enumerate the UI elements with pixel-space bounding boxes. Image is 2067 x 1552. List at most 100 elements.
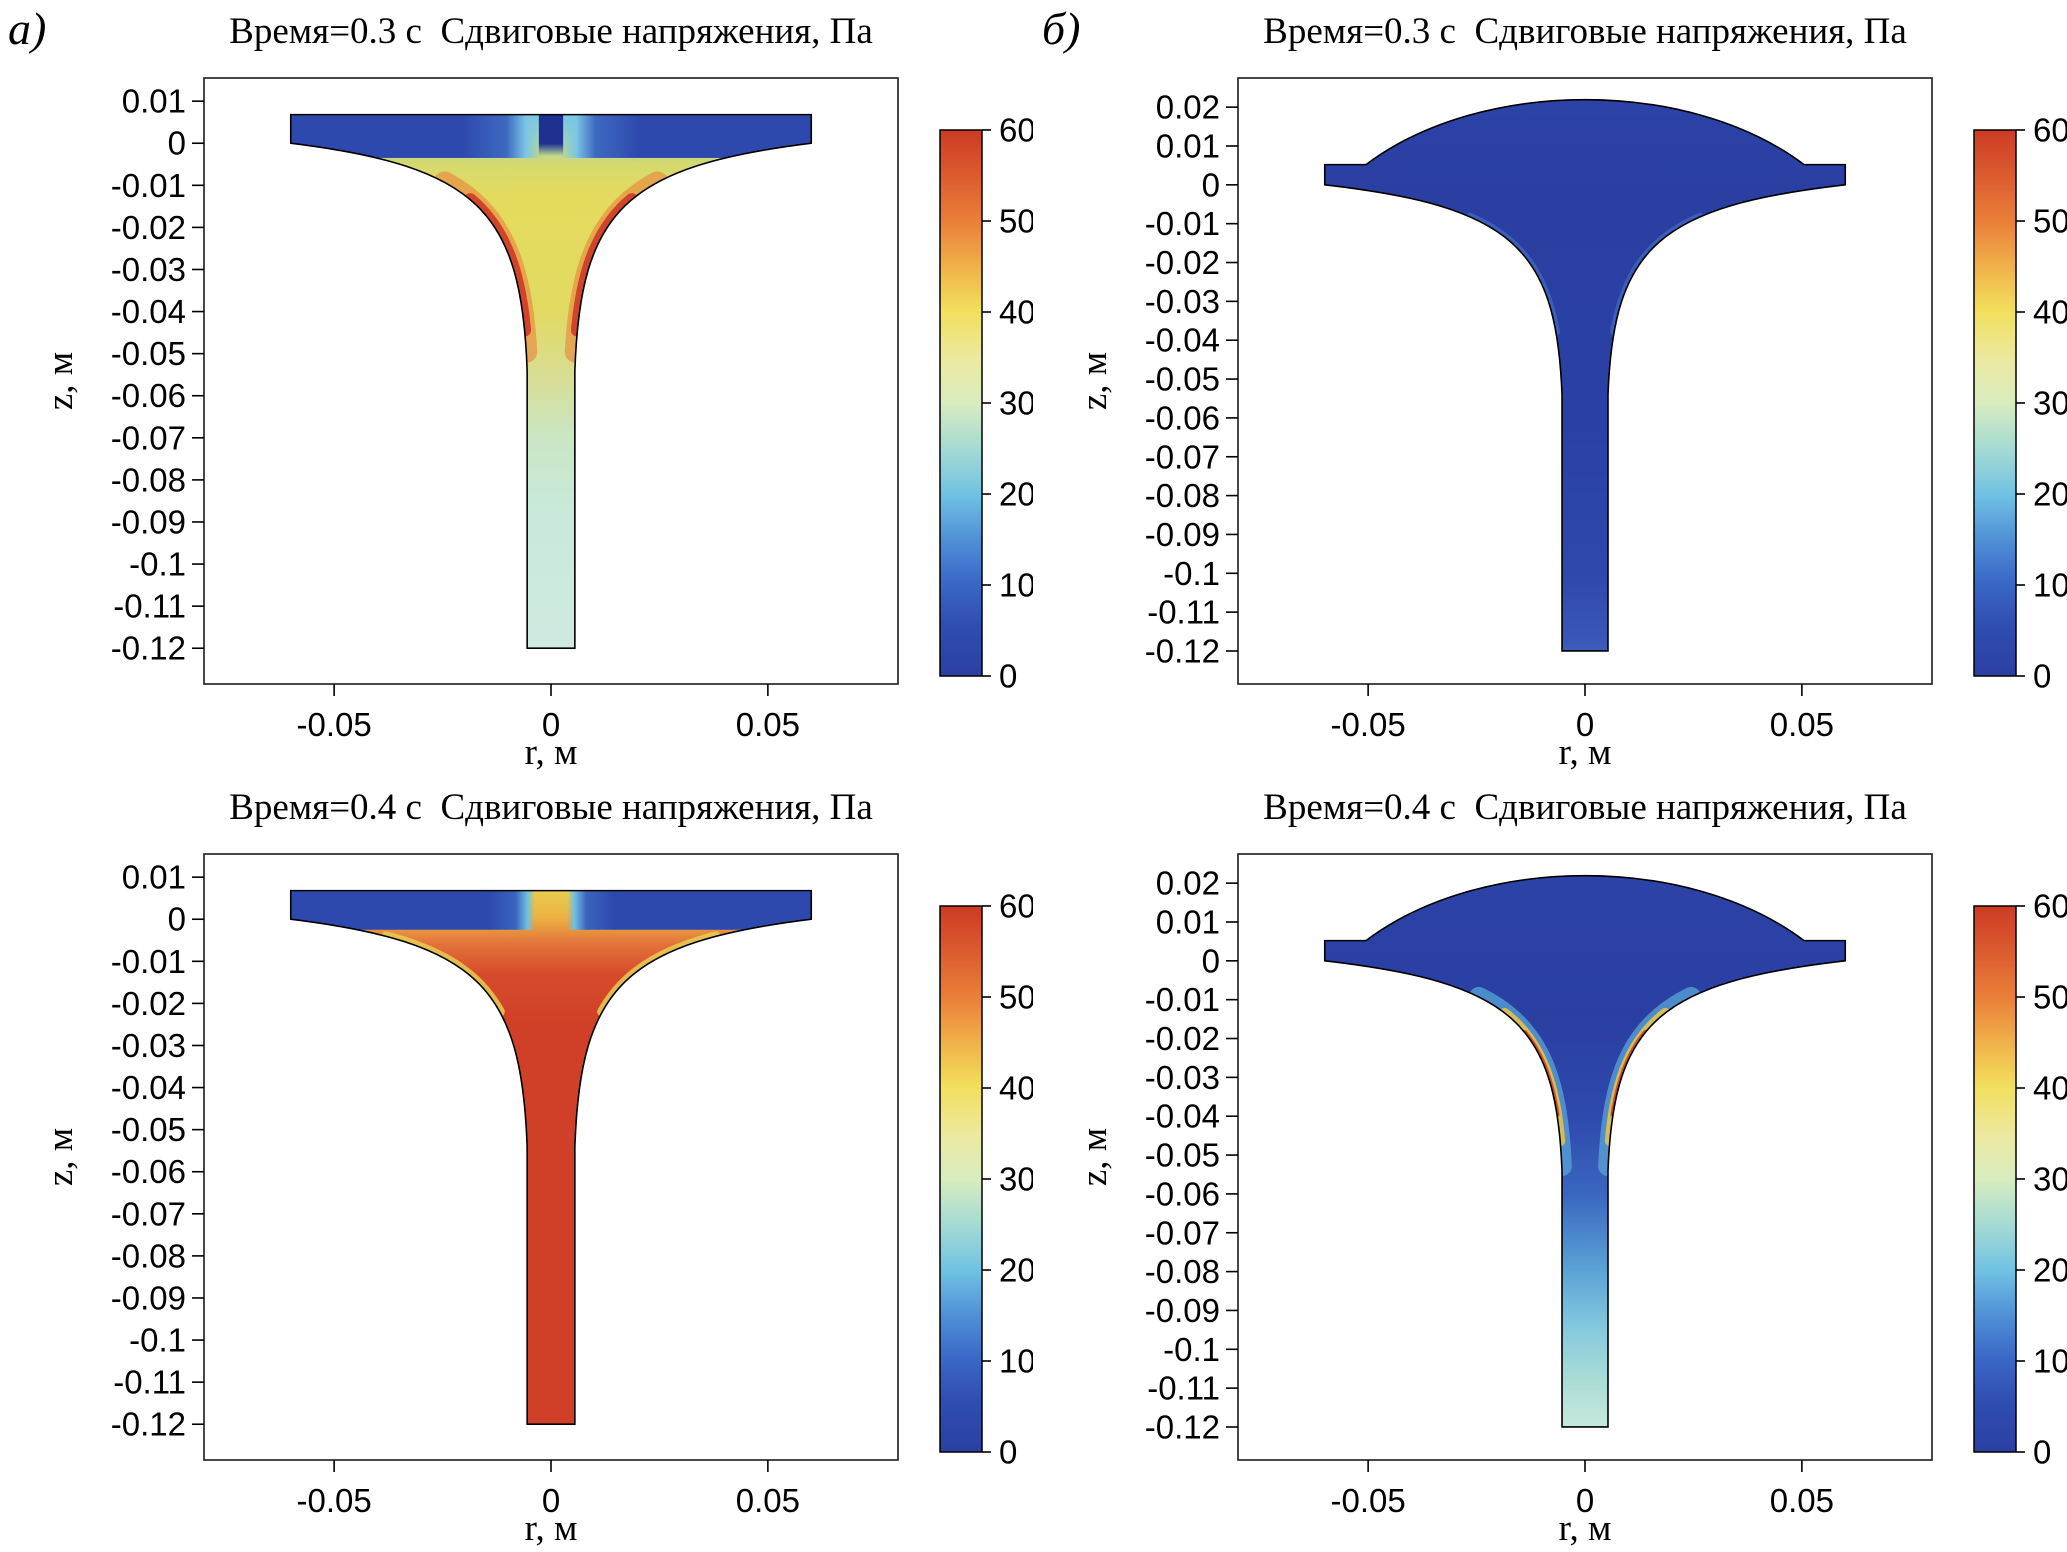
plot-a-t04: 0.01 0 -0.01 -0.02 -0.03 -0.04 -0.05 -0.06 -0.07… (40, 853, 1033, 1549)
x-tick-label: -0.05 (1331, 1482, 1406, 1519)
stress-field (1324, 99, 1846, 651)
y-tick-label: -0.11 (113, 588, 186, 625)
x-tick-label: 0.05 (736, 1482, 800, 1519)
colorbar-tick-label: 40 (2033, 294, 2067, 331)
x-tick-label: 0.05 (736, 706, 800, 743)
y-tick-label: 0.01 (1156, 903, 1220, 940)
colorbar-tick-label: 30 (999, 1161, 1033, 1198)
y-tick-label: -0.01 (1145, 981, 1220, 1018)
y-tick-label: -0.01 (111, 167, 186, 204)
y-tick-label: -0.09 (111, 1279, 186, 1316)
y-tick-label: -0.07 (111, 1195, 186, 1232)
panel-b-t04: Время=0.4 с Сдвиговые напряжения, Па 0.0… (1034, 776, 2067, 1552)
colorbar-tick-label: 30 (2033, 385, 2067, 422)
plot-b-t03: 0.020.010-0.01-0.02-0.03-0.04-0.05-0.06-… (1074, 77, 2067, 773)
y-tick-label: -0.04 (1145, 322, 1220, 359)
y-tick-label: -0.06 (111, 377, 186, 414)
y-tick-label: -0.04 (111, 293, 186, 330)
colorbar (939, 905, 983, 1453)
y-tick-label: -0.04 (1145, 1098, 1220, 1135)
colorbar-tick-label: 20 (2033, 1252, 2067, 1289)
panel-title: Время=0.3 с Сдвиговые напряжения, Па (1263, 11, 1907, 52)
x-tick-label: 0 (1576, 706, 1594, 743)
y-tick-label: -0.11 (1147, 594, 1220, 631)
y-tick-label: -0.07 (1145, 1214, 1220, 1251)
y-tick-label: -0.1 (129, 546, 186, 583)
panel-a-t03: а) Время=0.3 с Сдвиговые напряжения, Па … (0, 0, 1033, 776)
y-tick-label: -0.07 (111, 419, 186, 456)
colorbar-tick-label: 60 (999, 112, 1033, 149)
y-tick-label: -0.09 (1145, 516, 1220, 553)
plot-a-t03: 0.01 0 -0.01 -0.02 -0.03 -0.04 -0.05 -0.06 -0.07… (40, 77, 1033, 773)
colorbar-tick-label: 10 (999, 1343, 1033, 1380)
y-tick-label: 0.02 (1156, 865, 1220, 902)
colorbar-tick-label: 20 (2033, 476, 2067, 513)
x-tick-label: -0.05 (1331, 706, 1406, 743)
y-axis-label: z, м (1074, 352, 1115, 410)
y-axis-label: z, м (40, 352, 81, 410)
y-tick-label: 0 (168, 901, 186, 938)
y-tick-label: -0.02 (1145, 244, 1220, 281)
y-tick-label: -0.02 (111, 209, 186, 246)
y-tick-label: -0.12 (1145, 632, 1220, 669)
y-tick-label: -0.01 (1145, 205, 1220, 242)
colorbar-tick-label: 0 (999, 1434, 1017, 1471)
stress-field (1324, 875, 1846, 1427)
panel-title: Время=0.4 с Сдвиговые напряжения, Па (1263, 787, 1907, 828)
panel-a-t04: Время=0.4 с Сдвиговые напряжения, Па 0.0… (0, 776, 1033, 1552)
y-tick-label: 0 (168, 125, 186, 162)
y-tick-label: -0.05 (111, 335, 186, 372)
colorbar-tick-label: 40 (999, 294, 1033, 331)
y-tick-label: -0.08 (1145, 477, 1220, 514)
colorbar-tick-label: 60 (2033, 112, 2067, 149)
x-tick-label: -0.05 (297, 1482, 372, 1519)
y-tick-label: 0.01 (122, 83, 186, 120)
y-tick-label: -0.12 (111, 1406, 186, 1443)
colorbar-tick-label: 50 (999, 979, 1033, 1016)
y-tick-label: -0.02 (111, 985, 186, 1022)
y-tick-label: 0 (1202, 942, 1220, 979)
colorbar (939, 129, 983, 677)
flange-stress-band (290, 890, 812, 930)
x-tick-label: -0.05 (297, 706, 372, 743)
y-tick-label: 0.01 (1156, 127, 1220, 164)
colorbar-tick-label: 60 (2033, 888, 2067, 925)
y-tick-label: -0.03 (1145, 1059, 1220, 1096)
y-axis-label: z, м (40, 1128, 81, 1186)
colorbar (1973, 905, 2017, 1453)
colorbar-tick-label: 0 (2033, 658, 2051, 695)
x-axis-label: r, м (525, 1508, 578, 1549)
colorbar-tick-label: 0 (999, 658, 1017, 695)
colorbar-tick-label: 30 (2033, 1161, 2067, 1198)
colorbar (1973, 129, 2017, 677)
y-tick-label: 0.02 (1156, 89, 1220, 126)
x-axis-label: r, м (1559, 1508, 1612, 1549)
y-tick-label: -0.1 (1163, 1331, 1220, 1368)
y-tick-label: -0.09 (111, 503, 186, 540)
panel-b-t03: б) Время=0.3 с Сдвиговые напряжения, Па … (1034, 0, 2067, 776)
plot-b-t04: 0.020.010-0.01-0.02-0.03-0.04-0.05-0.06-… (1074, 853, 2067, 1549)
x-tick-label: 0.05 (1770, 1482, 1834, 1519)
y-tick-label: -0.06 (111, 1153, 186, 1190)
y-tick-label: -0.11 (1147, 1370, 1220, 1407)
y-tick-label: -0.05 (1145, 1137, 1220, 1174)
colorbar-tick-label: 0 (2033, 1434, 2051, 1471)
colorbar-tick-label: 20 (999, 476, 1033, 513)
y-tick-label: -0.02 (1145, 1020, 1220, 1057)
y-tick-label: -0.03 (111, 251, 186, 288)
panel-letter: б) (1042, 3, 1081, 54)
colorbar-tick-label: 10 (2033, 1343, 2067, 1380)
y-tick-label: -0.03 (111, 1027, 186, 1064)
colorbar-tick-label: 10 (2033, 567, 2067, 604)
panel-title: Время=0.4 с Сдвиговые напряжения, Па (229, 787, 873, 828)
funnel-outline (1323, 98, 1847, 652)
y-tick-label: -0.09 (1145, 1292, 1220, 1329)
colorbar-tick-label: 10 (999, 567, 1033, 604)
panel-letter: а) (8, 3, 47, 54)
y-tick-label: 0 (1202, 166, 1220, 203)
y-tick-label: -0.03 (1145, 283, 1220, 320)
y-tick-label: -0.06 (1145, 399, 1220, 436)
x-axis-label: r, м (525, 732, 578, 773)
colorbar-tick-label: 30 (999, 385, 1033, 422)
y-tick-label: -0.07 (1145, 438, 1220, 475)
